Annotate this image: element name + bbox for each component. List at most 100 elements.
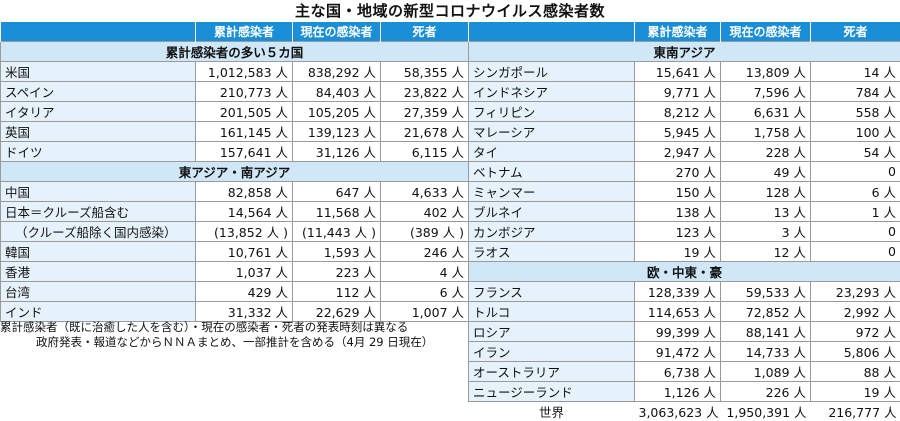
current-cases: 6,631 人 — [721, 102, 811, 122]
current-cases: 14,733 人 — [721, 342, 811, 362]
header-row: 累計感染者現在の感染者死者 — [469, 22, 900, 42]
deaths: (389 人 ) — [381, 222, 469, 242]
cumulative-cases: 161,145 人 — [196, 122, 293, 142]
deaths: 6 人 — [811, 182, 900, 202]
current-cases: 13,809 人 — [721, 62, 811, 82]
current-cases: 11,568 人 — [293, 202, 381, 222]
current-cases: 12 人 — [721, 242, 811, 262]
current-cases: 226 人 — [721, 382, 811, 402]
deaths: 0 — [811, 162, 900, 182]
cumulative-cases: 270 人 — [635, 162, 721, 182]
country-name: 中国 — [1, 182, 196, 202]
section-title: 東アジア・南アジア — [1, 162, 469, 182]
cumulative-cases: 138 人 — [635, 202, 721, 222]
current-cases: 1,089 人 — [721, 362, 811, 382]
current-cases: 647 人 — [293, 182, 381, 202]
cumulative-cases: 201,505 人 — [196, 102, 293, 122]
cumulative-cases: 210,773 人 — [196, 82, 293, 102]
header-blank — [1, 22, 196, 42]
deaths: 0 — [811, 242, 900, 262]
world-current: 1,950,391 人 — [721, 402, 811, 421]
cumulative-cases: 14,564 人 — [196, 202, 293, 222]
country-name: 香港 — [1, 262, 196, 282]
footnote-line-1: 累計感染者（既に治癒した人を含む）・現在の感染者・死者の発表時刻は異なる — [0, 320, 468, 335]
cumulative-cases: 91,472 人 — [635, 342, 721, 362]
country-name: ブルネイ — [469, 202, 635, 222]
cumulative-cases: 15,641 人 — [635, 62, 721, 82]
deaths: 54 人 — [811, 142, 900, 162]
header-current: 現在の感染者 — [293, 22, 381, 42]
current-cases: 59,533 人 — [721, 282, 811, 302]
current-cases: 838,292 人 — [293, 62, 381, 82]
country-name: ベトナム — [469, 162, 635, 182]
country-name: カンボジア — [469, 222, 635, 242]
current-cases: 1,758 人 — [721, 122, 811, 142]
deaths: 58,355 人 — [381, 62, 469, 82]
deaths: 784 人 — [811, 82, 900, 102]
section-title: 累計感染者の多い５カ国 — [1, 42, 469, 62]
country-name: マレーシア — [469, 122, 635, 142]
world-deaths: 216,777 人 — [811, 402, 900, 421]
section-title: 欧・中東・豪 — [469, 262, 900, 282]
deaths: 402 人 — [381, 202, 469, 222]
header-row: 累計感染者現在の感染者死者 — [1, 22, 469, 42]
country-name: ニュージーランド — [469, 382, 635, 402]
cumulative-cases: 5,945 人 — [635, 122, 721, 142]
country-name: シンガポール — [469, 62, 635, 82]
section-header-row: 累計感染者の多い５カ国 — [1, 42, 469, 62]
country-name: 米国 — [1, 62, 196, 82]
deaths: 5,806 人 — [811, 342, 900, 362]
current-cases: 112 人 — [293, 282, 381, 302]
current-cases: 72,852 人 — [721, 302, 811, 322]
country-name: スペイン — [1, 82, 196, 102]
cumulative-cases: 429 人 — [196, 282, 293, 302]
section-header-row: 東アジア・南アジア — [1, 162, 469, 182]
header-cumulative: 累計感染者 — [196, 22, 293, 42]
cumulative-cases: (13,852 人 ) — [196, 222, 293, 242]
deaths: 6,115 人 — [381, 142, 469, 162]
table-row: （クルーズ船除く国内感染）(13,852 人 )(11,443 人 )(389 … — [1, 222, 469, 242]
country-name: ドイツ — [1, 142, 196, 162]
deaths: 972 人 — [811, 322, 900, 342]
deaths: 558 人 — [811, 102, 900, 122]
country-name: （クルーズ船除く国内感染） — [1, 222, 196, 242]
country-name: ミャンマー — [469, 182, 635, 202]
cumulative-cases: 9,771 人 — [635, 82, 721, 102]
cumulative-cases: 99,399 人 — [635, 322, 721, 342]
deaths: 4 人 — [381, 262, 469, 282]
deaths: 88 人 — [811, 362, 900, 382]
deaths: 1,007 人 — [381, 302, 469, 322]
deaths: 100 人 — [811, 122, 900, 142]
country-name: 英国 — [1, 122, 196, 142]
country-name: ロシア — [469, 322, 635, 342]
country-name: フィリピン — [469, 102, 635, 122]
section-header-row: 欧・中東・豪 — [469, 262, 900, 282]
deaths: 14 人 — [811, 62, 900, 82]
cumulative-cases: 2,947 人 — [635, 142, 721, 162]
cumulative-cases: 150 人 — [635, 182, 721, 202]
cumulative-cases: 1,012,583 人 — [196, 62, 293, 82]
section-header-row: 東南アジア — [469, 42, 900, 62]
footnote-line-2: 政府発表・報道などからＮＮＡまとめ、一部推計を含める（4月 29 日現在） — [0, 335, 468, 350]
deaths: 1 人 — [811, 202, 900, 222]
cumulative-cases: 6,738 人 — [635, 362, 721, 382]
cumulative-cases: 19 人 — [635, 242, 721, 262]
country-name: オーストラリア — [469, 362, 635, 382]
cumulative-cases: 128,339 人 — [635, 282, 721, 302]
country-name: イタリア — [1, 102, 196, 122]
deaths: 23,822 人 — [381, 82, 469, 102]
